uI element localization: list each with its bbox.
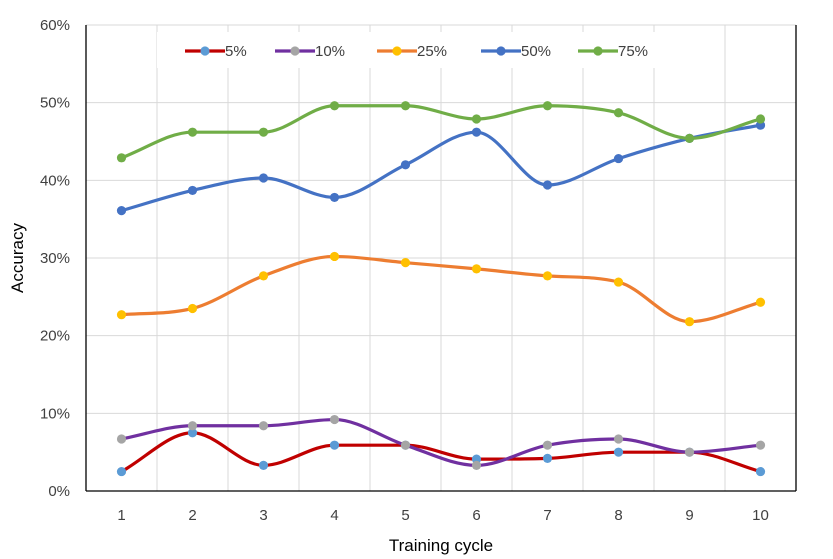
series-line-50pct [119, 123, 763, 213]
x-tick-label: 2 [188, 507, 196, 524]
series-line-75pct [119, 104, 763, 160]
legend-item: 25% [377, 43, 447, 60]
data-point [684, 317, 695, 327]
data-point [258, 421, 269, 431]
data-point [258, 127, 269, 137]
data-point [684, 133, 695, 143]
tick-labels: 0% 10% 20% 30% 40% 50% 60% 1 2 3 4 5 6 7 8 9 10 [40, 17, 769, 524]
x-tick-label: 1 [117, 507, 125, 524]
data-point [542, 271, 553, 281]
data-point [400, 160, 411, 170]
data-point [684, 447, 695, 457]
x-tick-label: 5 [401, 507, 409, 524]
x-tick-label: 9 [685, 507, 693, 524]
data-point [258, 271, 269, 281]
y-tick-label: 20% [40, 328, 70, 345]
data-point [400, 101, 411, 111]
legend-item: 50% [481, 43, 551, 60]
data-point [329, 101, 340, 111]
x-tick-label: 4 [330, 507, 338, 524]
legend-swatch-marker [496, 46, 506, 56]
data-point [400, 440, 411, 450]
data-point [187, 127, 198, 137]
legend-swatch-marker [290, 46, 300, 56]
data-point [116, 310, 127, 320]
data-point [613, 108, 624, 118]
series-75pct [116, 101, 766, 163]
grid [86, 24, 796, 491]
y-tick-label: 40% [40, 172, 70, 189]
axes [85, 25, 797, 492]
data-point [329, 414, 340, 425]
legend-item: 10% [275, 43, 345, 60]
data-point [755, 297, 766, 307]
data-point [755, 114, 766, 124]
legend-label: 25% [417, 43, 447, 60]
x-tick-label: 8 [614, 507, 622, 524]
series-line-25pct [119, 254, 763, 324]
y-tick-label: 60% [40, 17, 70, 34]
x-tick-label: 10 [752, 507, 769, 524]
y-tick-label: 30% [40, 250, 70, 267]
series-10pct [116, 414, 766, 470]
data-point [613, 277, 624, 287]
data-point [329, 192, 340, 203]
data-point [755, 440, 766, 450]
legend-label: 50% [521, 43, 551, 60]
data-point [613, 153, 624, 164]
legend-swatch-marker [200, 46, 210, 56]
y-tick-label: 0% [48, 483, 70, 500]
series-line-5pct [119, 431, 763, 474]
legend-label: 5% [225, 43, 247, 60]
data-point [400, 258, 411, 268]
data-point [329, 251, 340, 262]
legend-item: 75% [578, 43, 648, 60]
data-point [613, 447, 624, 457]
data-point [187, 185, 198, 196]
data-point [471, 264, 482, 274]
data-point [542, 180, 553, 190]
data-point [542, 453, 553, 463]
x-tick-label: 7 [543, 507, 551, 524]
data-point [755, 466, 766, 477]
x-tick-label: 6 [472, 507, 480, 524]
y-tick-label: 50% [40, 95, 70, 112]
legend: 5% 10% 25% 50% 75% [157, 32, 665, 68]
data-point [187, 428, 198, 438]
data-point [187, 421, 198, 431]
y-tick-label: 10% [40, 405, 70, 422]
legend-label: 10% [315, 43, 345, 60]
legend-swatch-marker [392, 46, 402, 56]
data-point [471, 460, 482, 470]
series-line-10pct [119, 417, 763, 467]
data-point [258, 173, 269, 183]
legend-swatch-marker [593, 46, 603, 56]
legend-label: 75% [618, 43, 648, 60]
x-tick-label: 3 [259, 507, 267, 524]
data-point [116, 206, 127, 216]
data-point [258, 460, 269, 470]
data-point [613, 434, 624, 444]
data-point [187, 303, 198, 314]
series-25pct [116, 251, 766, 327]
data-point [116, 434, 127, 444]
data-point [329, 440, 340, 450]
data-point [542, 101, 553, 111]
data-point [542, 440, 553, 450]
data-point [471, 114, 482, 124]
x-axis-title: Training cycle [389, 536, 493, 555]
data-point [116, 466, 127, 477]
y-axis-title: Accuracy [8, 223, 27, 293]
data-point [116, 153, 127, 163]
data-point [471, 127, 482, 137]
series-lines [116, 101, 766, 477]
legend-item: 5% [185, 43, 247, 60]
